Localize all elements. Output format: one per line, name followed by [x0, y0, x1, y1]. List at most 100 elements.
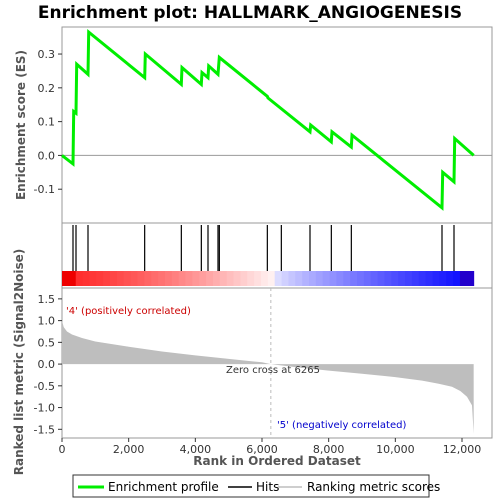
x-tick-label: 4,000 — [180, 443, 212, 456]
color-bar-segment — [432, 271, 440, 286]
es-y-tick-label: -0.1 — [34, 183, 55, 196]
x-tick-label: 6,000 — [246, 443, 278, 456]
color-bar-segment — [123, 271, 132, 286]
color-bar-segment — [192, 271, 200, 286]
color-bar-segment — [377, 271, 385, 286]
color-bar-segment — [405, 271, 413, 286]
color-bar-segment — [130, 271, 138, 286]
color-bar-segment — [68, 271, 77, 286]
color-bar-segment — [391, 271, 399, 286]
color-bar-segment — [75, 271, 84, 286]
color-bar-segment — [343, 271, 351, 286]
color-bar-segment — [357, 271, 365, 286]
color-bar-segment — [137, 271, 145, 286]
metric-panel: -1.5 -1.0 -0.5 0.0 0.5 1.0 1.5 0 2,000 4,000 6,00… — [12, 249, 493, 476]
color-bar-segment — [336, 271, 344, 286]
color-bar-segment — [240, 271, 248, 286]
legend-hits-label: Hits — [256, 480, 279, 494]
metric-y-tick-label: -0.5 — [34, 380, 55, 393]
legend-metric-label: Ranking metric scores — [307, 480, 440, 494]
metric-y-axis-label: Ranked list metric (Signal2Noise) — [12, 249, 26, 476]
color-bar-segment — [439, 271, 447, 286]
color-bar-segment — [185, 271, 193, 286]
color-bar-segment — [350, 271, 358, 286]
x-tick-label: 8,000 — [313, 443, 345, 456]
color-bar-segment — [302, 271, 310, 286]
metric-y-tick-label: 0.0 — [38, 358, 56, 371]
es-y-axis: -0.1 0.0 0.1 0.2 0.3 — [34, 48, 62, 196]
metric-y-tick-label: -1.5 — [34, 423, 55, 436]
color-bar-segment — [363, 271, 372, 286]
x-tick-label: 0 — [59, 443, 66, 456]
color-bar-segment — [274, 271, 283, 286]
color-bar-segment — [322, 271, 331, 286]
legend-enrichment-label: Enrichment profile — [108, 480, 219, 494]
color-bar-segment — [281, 271, 289, 286]
metric-y-tick-label: -1.0 — [34, 402, 55, 415]
es-y-tick-label: 0.1 — [38, 116, 56, 129]
color-bar-segment — [288, 271, 296, 286]
color-bar-segment — [144, 271, 152, 286]
color-bar-segment — [178, 271, 186, 286]
color-bar-segment — [315, 271, 324, 286]
color-bar-segment — [247, 271, 255, 286]
metric-y-tick-label: 0.5 — [38, 336, 56, 349]
x-axis-label: Rank in Ordered Dataset — [193, 454, 361, 468]
color-bar-segment — [164, 271, 173, 286]
positive-correlation-label: '4' (positively correlated) — [66, 306, 191, 317]
color-bar-segment — [171, 271, 180, 286]
color-bar-segment — [206, 271, 214, 286]
color-bar-segment — [151, 271, 159, 286]
color-bar-segment — [62, 271, 70, 286]
color-bar-segment — [116, 271, 125, 286]
es-y-axis-label: Enrichment score (ES) — [14, 50, 28, 200]
zero-cross-label: Zero cross at 6265 — [226, 365, 320, 376]
color-bar-segment — [96, 271, 104, 286]
x-tick-label: 12,000 — [443, 443, 482, 456]
metric-y-tick-label: 1.5 — [38, 293, 56, 306]
x-tick-label: 2,000 — [113, 443, 145, 456]
color-bar-segment — [254, 271, 262, 286]
metric-y-tick-label: 1.0 — [38, 315, 56, 328]
color-bar-segment — [103, 271, 111, 286]
color-bar-segment — [219, 271, 228, 286]
color-bar-segment — [425, 271, 433, 286]
color-bar-segment — [459, 271, 468, 286]
rank-color-bar — [62, 271, 475, 286]
color-bar-segment — [411, 271, 420, 286]
color-bar-segment — [295, 271, 303, 286]
legend-box — [72, 474, 430, 498]
color-bar-segment — [466, 271, 475, 286]
color-bar-segment — [384, 271, 392, 286]
color-bar-segment — [212, 271, 221, 286]
enrichment-profile-line — [61, 28, 475, 211]
color-bar-segment — [233, 271, 241, 286]
es-y-tick-label: 0.0 — [38, 149, 56, 162]
color-bar-segment — [267, 271, 276, 286]
color-bar-segment — [226, 271, 235, 286]
color-bar-segment — [418, 271, 427, 286]
color-bar-segment — [370, 271, 379, 286]
negative-correlation-label: '5' (negatively correlated) — [277, 420, 406, 431]
color-bar-segment — [89, 271, 97, 286]
color-bar-segment — [260, 271, 269, 286]
chart-title: Enrichment plot: HALLMARK_ANGIOGENESIS — [38, 3, 462, 23]
color-bar-segment — [158, 271, 166, 286]
metric-y-axis: -1.5 -1.0 -0.5 0.0 0.5 1.0 1.5 — [34, 293, 62, 436]
color-bar-segment — [199, 271, 207, 286]
color-bar-segment — [446, 271, 454, 286]
color-bar-segment — [329, 271, 337, 286]
legend: Enrichment profile Hits Ranking metric s… — [72, 474, 440, 498]
x-tick-label: 10,000 — [376, 443, 415, 456]
color-bar-segment — [110, 271, 118, 286]
es-panel: -0.1 0.0 0.1 0.2 0.3 Enrichment score (ES) — [14, 26, 493, 224]
color-bar-segment — [453, 271, 461, 286]
es-y-tick-label: 0.3 — [38, 48, 56, 61]
color-bar-segment — [309, 271, 317, 286]
color-bar-segment — [398, 271, 406, 286]
es-panel-frame — [61, 26, 493, 224]
es-y-tick-label: 0.2 — [38, 82, 56, 95]
color-bar-segment — [82, 271, 90, 286]
metric-x-axis: 0 2,000 4,000 6,000 8,000 10,000 12,000 — [59, 438, 482, 456]
